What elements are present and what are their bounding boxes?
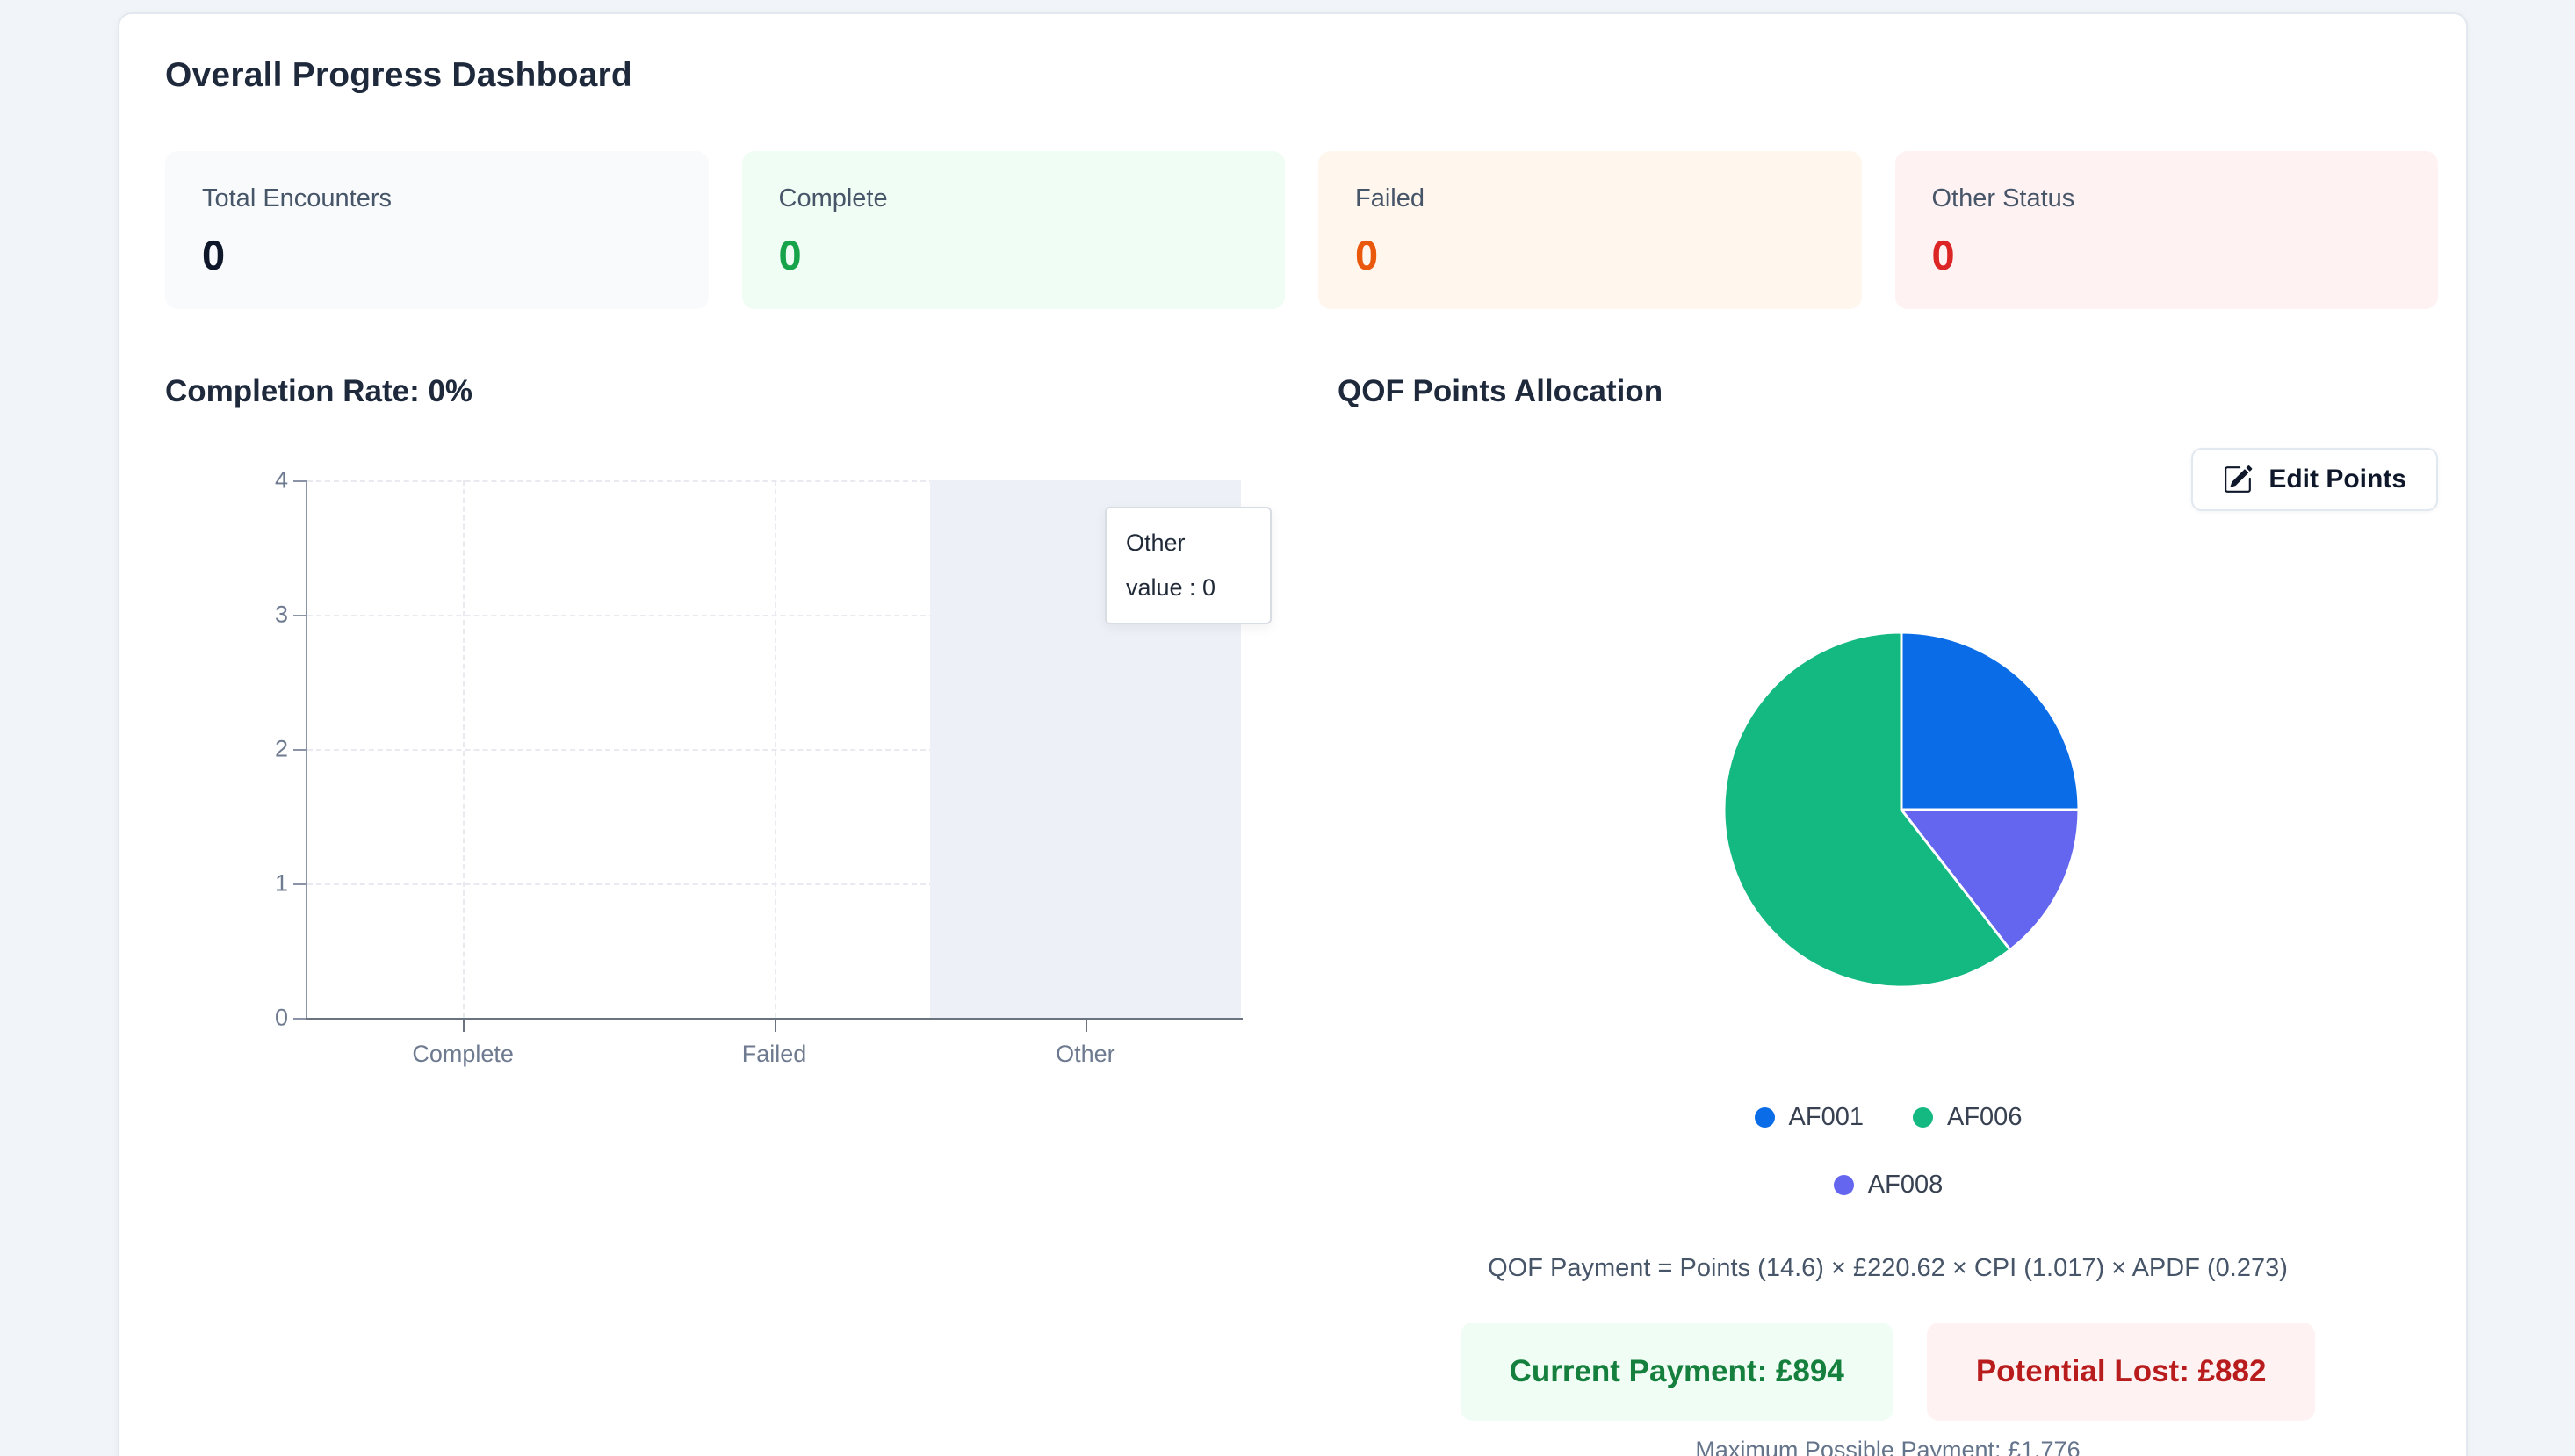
stat-card-other-status: Other Status 0 [1894,151,2438,309]
y-tick-mark [293,1018,306,1020]
x-tick-label: Other [1056,1041,1115,1067]
potential-lost-card: Potential Lost: £882 [1926,1323,2316,1421]
pie-legend: AF001 AF006 AF008 [1739,1103,2038,1200]
legend-item-af006[interactable]: AF006 [1913,1103,2022,1132]
stats-row: Total Encounters 0 Complete 0 Failed 0 O… [165,151,2438,309]
y-axis-line [306,480,307,1019]
chart-tooltip: Other value : 0 [1105,507,1272,624]
pie-slice-af008[interactable] [1900,808,2081,952]
dashboard-card: Overall Progress Dashboard Total Encount… [118,12,2468,1456]
legend-item-af001[interactable]: AF001 [1754,1103,1864,1132]
qof-points-title: QOF Points Allocation [1338,374,1663,408]
gridline-vertical [463,480,465,1018]
x-tick-label: Failed [741,1041,807,1067]
stat-card-complete: Complete 0 [741,151,1285,309]
y-tick-mark [293,480,306,482]
completion-bar-chart: 0 1 2 3 4 Complete Failed Other Other value : 0 [275,467,1272,1067]
legend-label: AF001 [1788,1103,1864,1131]
legend-dot-af008 [1833,1175,1854,1195]
edit-points-label: Edit Points [2268,465,2406,494]
y-tick-mark [293,615,306,616]
stat-label: Complete [778,184,888,213]
stat-value: 0 [202,232,226,278]
stat-card-failed: Failed 0 [1318,151,1862,309]
stat-label: Failed [1355,184,1425,213]
max-payment-text: Maximum Possible Payment: £1,776 [1695,1437,2081,1456]
y-tick-label: 4 [274,466,288,494]
y-tick-label: 3 [274,601,288,628]
payment-cards-row: Current Payment: £894 Potential Lost: £8… [1338,1323,2438,1421]
legend-label: AF006 [1947,1103,2023,1131]
stat-label: Total Encounters [202,184,393,213]
x-tick-mark [463,1020,465,1032]
current-payment-card: Current Payment: £894 [1460,1323,1893,1421]
gridline-vertical [774,480,776,1018]
y-tick-label: 2 [274,735,288,762]
stat-label: Other Status [1931,184,2075,213]
pie-slice-af001[interactable] [1900,631,2081,811]
legend-dot-af001 [1754,1107,1775,1128]
x-tick-label: Complete [412,1041,514,1067]
stat-card-total-encounters: Total Encounters 0 [165,151,709,309]
qof-formula-text: QOF Payment = Points (14.6) × £220.62 × … [1488,1254,2288,1282]
x-tick-mark [1085,1020,1087,1032]
legend-label: AF008 [1867,1171,1944,1199]
completion-rate-title: Completion Rate: 0% [165,374,473,408]
pie-slice-af006[interactable] [1722,631,2012,989]
page-title: Overall Progress Dashboard [165,56,632,94]
stat-value: 0 [1931,232,1955,278]
legend-dot-af006 [1913,1107,1933,1128]
stat-value: 0 [778,232,802,278]
stat-value: 0 [1355,232,1379,278]
y-tick-label: 1 [274,869,288,897]
y-tick-mark [293,749,306,751]
edit-points-button[interactable]: Edit Points [2191,448,2438,511]
y-tick-label: 0 [274,1004,288,1031]
x-tick-mark [774,1020,776,1032]
y-tick-mark [293,883,306,885]
tooltip-category: Other [1126,530,1186,556]
tooltip-value: value : 0 [1126,574,1216,601]
qof-pie-chart [1722,631,2081,989]
edit-pencil-square-icon [2223,465,2253,494]
legend-item-af008[interactable]: AF008 [1833,1171,1944,1200]
x-axis-line [306,1018,1243,1020]
